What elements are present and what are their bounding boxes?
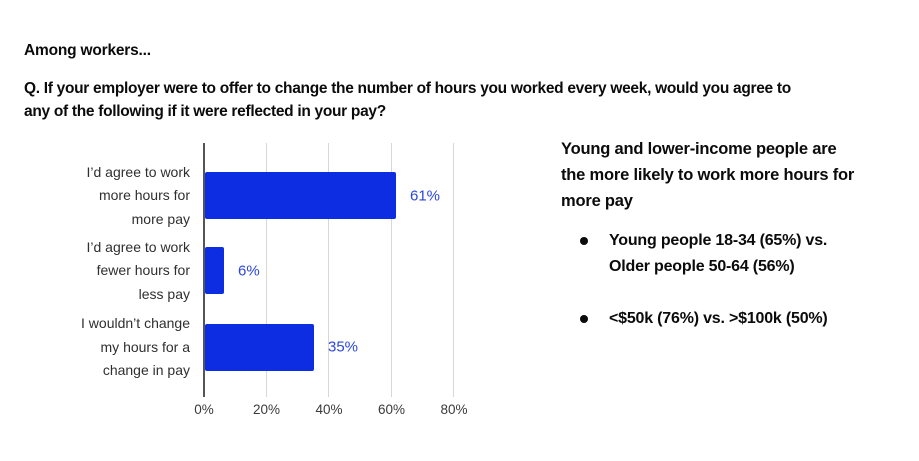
- insight-bullet-line: Young people 18-34 (65%) vs.: [609, 232, 828, 249]
- category-label-line: I wouldn’t change: [81, 314, 190, 331]
- category-label-0: I’d agree to work more hours for more pay: [66, 160, 191, 231]
- bullet-dot-icon: [580, 237, 588, 245]
- category-label-line: I’d agree to work: [86, 163, 191, 180]
- insight-title-line-3: more pay: [561, 192, 633, 210]
- x-tick-label-80: 80%: [440, 402, 468, 417]
- insights-panel: Young and lower-income people are the mo…: [561, 136, 913, 332]
- x-gridline-20: [266, 143, 267, 397]
- insight-bullet-text: <$50k (76%) vs. >$100k (50%): [609, 306, 828, 332]
- insight-bullet-line: Older people 50-64 (56%): [609, 258, 795, 275]
- bar-value-label-1: 6%: [238, 262, 260, 279]
- bar-value-label-0: 61%: [410, 187, 441, 204]
- survey-question-line-2: any of the following if it were reflecte…: [24, 103, 386, 120]
- survey-question-line-1: Q. If your employer were to offer to cha…: [24, 80, 791, 97]
- category-label-line: less pay: [138, 285, 190, 302]
- category-label-line: more hours for: [98, 186, 190, 203]
- insight-title-line-1: Young and lower-income people are: [561, 140, 837, 158]
- x-tick-label-40: 40%: [315, 402, 343, 417]
- insight-bullet-list: Young people 18-34 (65%) vs. Older people…: [561, 228, 913, 332]
- insight-bullet-0: Young people 18-34 (65%) vs. Older people…: [561, 228, 913, 280]
- category-label-line: change in pay: [102, 361, 190, 378]
- bar-0: [205, 172, 396, 219]
- among-workers-label: Among workers...: [24, 42, 151, 59]
- category-label-line: my hours for a: [100, 338, 190, 355]
- survey-question: Q. If your employer were to offer to cha…: [24, 77, 791, 123]
- y-axis-line: [203, 143, 205, 397]
- category-label-line: I’d agree to work: [86, 238, 191, 255]
- x-tick-label-20: 20%: [252, 402, 281, 417]
- insight-title: Young and lower-income people are the mo…: [561, 136, 913, 214]
- x-tick-label-60: 60%: [377, 402, 406, 417]
- insight-bullet-1: <$50k (76%) vs. >$100k (50%): [561, 306, 913, 332]
- category-label-1: I’d agree to work fewer hours for less pay: [66, 235, 191, 306]
- x-gridline-60: [391, 143, 392, 397]
- category-label-line: more pay: [131, 210, 190, 227]
- category-axis-labels: I’d agree to work more hours for more pay I…: [24, 143, 196, 397]
- category-label-2: I wouldn’t change my hours for a change in…: [66, 312, 190, 383]
- x-tick-label-0: 0%: [194, 402, 214, 417]
- bar-value-label-2: 35%: [328, 338, 359, 356]
- x-gridline-40: [328, 143, 329, 397]
- insight-bullet-line: <$50k (76%) vs. >$100k (50%): [609, 310, 828, 327]
- bullet-dot-icon: [580, 315, 588, 323]
- bar-1: [205, 247, 224, 294]
- category-label-line: fewer hours for: [96, 261, 190, 278]
- insight-bullet-text: Young people 18-34 (65%) vs. Older people…: [609, 228, 827, 280]
- plot-area: 61% 6% 35%: [203, 143, 454, 397]
- x-gridline-80: [453, 143, 454, 397]
- x-axis-tick-labels: 0% 20% 40% 60% 80%: [194, 402, 467, 422]
- bar-2: [205, 323, 314, 371]
- insight-title-line-2: the more likely to work more hours for: [561, 166, 855, 184]
